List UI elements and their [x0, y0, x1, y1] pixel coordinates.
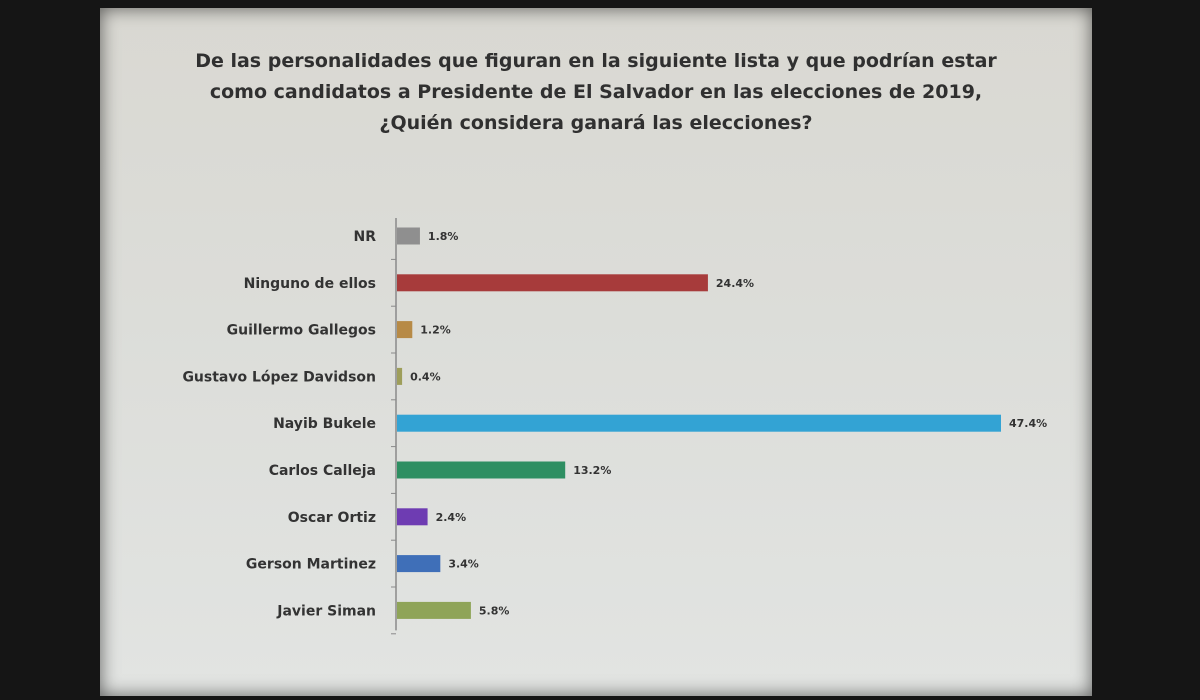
- title-line-2: como candidatos a Presidente de El Salva…: [209, 81, 983, 103]
- bar: [397, 321, 413, 339]
- title-line-3: ¿Quién considera ganará las elecciones?: [379, 112, 813, 134]
- category-label: Gerson Martinez: [246, 557, 376, 573]
- bar: [397, 555, 441, 573]
- bar-chart: NR 1.8% Ninguno de ellos 24.4% Guillermo Gal…: [182, 218, 1047, 635]
- bar: [397, 461, 566, 479]
- category-label: Ninguno de ellos: [244, 276, 376, 292]
- data-label: 47.4%: [1009, 417, 1047, 430]
- category-label: Nayib Bukele: [273, 416, 376, 432]
- bar: [397, 227, 420, 245]
- title-line-1: De las personalidades que figuran en la …: [195, 50, 997, 72]
- data-label: 24.4%: [716, 277, 754, 290]
- data-label: 0.4%: [410, 370, 441, 383]
- data-label: 13.2%: [573, 464, 611, 477]
- data-label: 1.2%: [420, 324, 451, 337]
- data-label: 2.4%: [436, 511, 467, 524]
- data-label: 1.8%: [428, 230, 459, 243]
- chart-title: De las personalidades que figuran en la …: [100, 46, 1092, 139]
- bar: [397, 367, 403, 385]
- category-label: Carlos Calleja: [269, 463, 376, 479]
- bar: [397, 274, 708, 292]
- category-label: Gustavo López Davidson: [182, 369, 376, 385]
- data-label: 3.4%: [448, 558, 479, 571]
- category-label: Guillermo Gallegos: [227, 323, 376, 339]
- projection-screen: De las personalidades que figuran en la …: [100, 8, 1092, 696]
- category-label: Javier Siman: [276, 603, 376, 619]
- bar: [397, 414, 1001, 432]
- bar: [397, 601, 471, 619]
- data-label: 5.8%: [479, 604, 510, 617]
- bar: [397, 508, 428, 526]
- category-label: Oscar Ortiz: [288, 510, 376, 526]
- category-label: NR: [354, 229, 377, 245]
